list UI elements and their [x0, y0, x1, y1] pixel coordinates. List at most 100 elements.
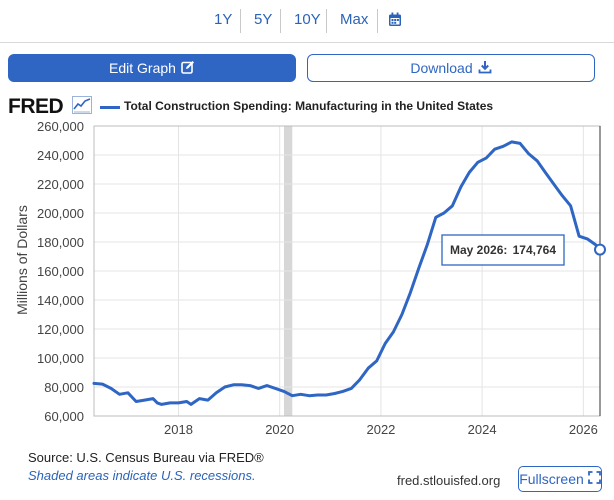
edit-graph-button[interactable]: Edit Graph — [8, 54, 296, 82]
data-point — [92, 382, 96, 385]
data-point — [485, 156, 488, 160]
data-point — [198, 397, 201, 400]
data-point — [151, 397, 155, 400]
calendar-icon[interactable] — [388, 12, 402, 32]
site-url: fred.stlouisfed.org — [397, 473, 501, 488]
data-point — [143, 398, 146, 402]
series-line — [92, 140, 602, 406]
range-bar: 1Y 5Y 10Y Max — [0, 0, 614, 43]
data-point — [366, 366, 370, 370]
y-tick-label: 60,000 — [44, 409, 84, 424]
data-point — [392, 330, 395, 334]
tooltip-label: May 2026: — [450, 243, 507, 257]
y-tick-label: 160,000 — [37, 264, 84, 279]
data-point — [400, 313, 404, 316]
data-point — [118, 393, 121, 396]
y-tick-label: 100,000 — [37, 351, 84, 366]
fred-logo: FRED — [8, 95, 64, 118]
range-divider — [280, 9, 281, 33]
data-point — [265, 384, 269, 387]
data-point — [156, 401, 159, 405]
data-point — [189, 403, 193, 406]
y-tick-label: 220,000 — [37, 177, 84, 192]
tooltip-value: 174,764 — [513, 243, 557, 257]
y-tick-label: 200,000 — [37, 206, 84, 221]
range-10y-button[interactable]: 10Y — [294, 11, 321, 28]
tooltip-box — [441, 234, 565, 266]
data-point — [510, 140, 513, 144]
range-1y-button[interactable]: 1Y — [214, 11, 233, 28]
data-point — [299, 393, 302, 396]
data-point — [341, 390, 345, 393]
x-tick-label: 2018 — [164, 422, 193, 437]
range-divider — [326, 9, 327, 33]
range-5y-button[interactable]: 5Y — [254, 11, 273, 28]
data-point — [168, 401, 172, 405]
graph-icon — [72, 96, 92, 119]
data-point — [177, 401, 180, 405]
data-point — [442, 211, 446, 215]
data-point — [468, 171, 471, 174]
data-point — [552, 182, 555, 186]
data-point — [501, 145, 505, 148]
fullscreen-label: Fullscreen — [519, 471, 584, 487]
data-point — [333, 392, 336, 395]
x-tick-label: 2024 — [468, 422, 497, 437]
x-tick-label: 2022 — [366, 422, 395, 437]
data-point — [476, 161, 479, 164]
data-point — [350, 387, 353, 390]
range-divider — [377, 9, 378, 33]
data-point — [324, 393, 328, 397]
data-point — [434, 216, 438, 219]
data-point — [586, 237, 589, 241]
data-point — [291, 394, 294, 397]
data-point — [544, 171, 547, 174]
y-tick-label: 180,000 — [37, 235, 84, 250]
y-tick-label: 80,000 — [44, 380, 84, 395]
data-point — [257, 387, 260, 390]
data-point — [493, 148, 496, 151]
data-point — [577, 235, 581, 238]
y-tick-label: 260,000 — [37, 119, 84, 134]
data-point — [248, 384, 252, 387]
data-point — [274, 387, 277, 390]
fullscreen-icon — [587, 471, 601, 487]
download-icon — [478, 60, 492, 77]
fullscreen-button[interactable]: Fullscreen — [518, 466, 602, 492]
data-point — [126, 391, 130, 394]
data-point — [426, 243, 429, 247]
source-note: Source: U.S. Census Bureau via FRED® — [28, 450, 264, 465]
data-point — [240, 383, 243, 387]
data-point — [409, 291, 412, 294]
data-point — [307, 394, 311, 397]
download-label: Download — [410, 60, 473, 76]
data-point — [206, 398, 210, 402]
x-tick-label: 2026 — [569, 422, 598, 437]
data-point — [282, 390, 286, 393]
data-point — [459, 185, 463, 189]
data-point — [223, 385, 226, 389]
data-point — [535, 159, 539, 162]
edit-icon — [181, 60, 195, 77]
data-point — [215, 391, 218, 394]
data-point — [518, 142, 522, 145]
range-max-button[interactable]: Max — [340, 11, 369, 28]
data-point — [160, 403, 163, 406]
chart-title: Total Construction Spending: Manufacturi… — [124, 99, 494, 113]
data-point — [375, 359, 378, 363]
download-button[interactable]: Download — [307, 54, 595, 82]
y-tick-label: 120,000 — [37, 322, 84, 337]
data-point — [417, 266, 420, 270]
range-divider — [240, 9, 241, 33]
data-point — [527, 152, 530, 155]
data-point — [185, 400, 188, 403]
data-point — [101, 382, 104, 386]
data-point — [451, 204, 454, 207]
x-tick-label: 2020 — [265, 422, 294, 437]
data-point — [109, 387, 113, 390]
data-point — [384, 342, 387, 345]
data-point — [316, 393, 319, 397]
data-point — [232, 383, 235, 387]
highlight-point — [594, 243, 606, 256]
line-chart[interactable]: 60,000 80,000 100,000 120,000 140,000 160,000… — [0, 118, 614, 443]
